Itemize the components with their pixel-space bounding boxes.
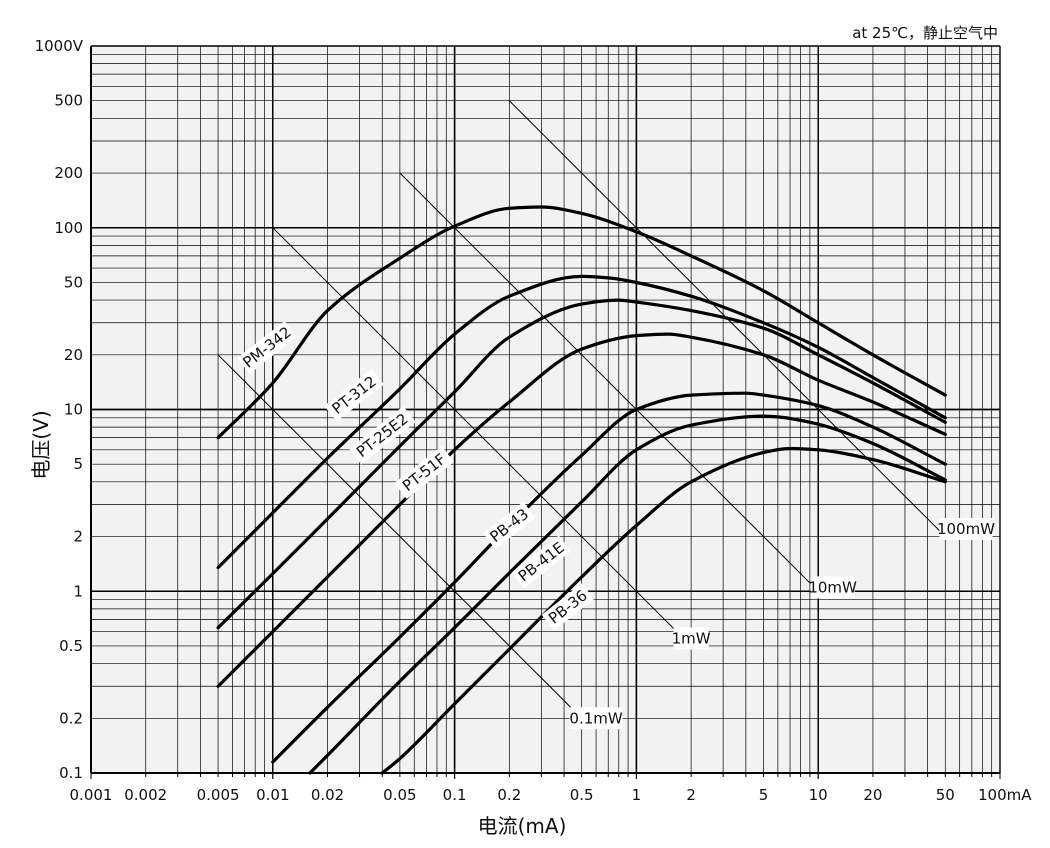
series-label-bg xyxy=(541,583,595,631)
curve-PB-43 xyxy=(271,391,947,764)
x-tick-label: 5 xyxy=(759,786,769,804)
series-label-bg xyxy=(237,320,297,374)
x-tick-label: 0.05 xyxy=(383,786,416,804)
series-label-bg xyxy=(511,535,572,589)
series-label-bg xyxy=(348,406,416,465)
power-label-bg xyxy=(939,518,993,541)
x-tick-label: 0.02 xyxy=(311,786,344,804)
x-tick-label: 2 xyxy=(686,786,696,804)
curve-PT-312 xyxy=(216,274,947,570)
x-tick-label: 0.2 xyxy=(497,786,521,804)
y-tick-label: 0.1 xyxy=(59,764,83,782)
y-tick-label: 10 xyxy=(64,401,83,419)
power-label-bg xyxy=(810,576,855,599)
power-line-1mW xyxy=(272,227,684,638)
y-tick-label: 0.5 xyxy=(59,637,83,655)
x-axis-title: 电流(mA) xyxy=(478,814,567,838)
x-tick-labels: 0.001 0.002 0.005 0.01 0.02 0.05 0.1 0.2 0.5 1 2 5 1… xyxy=(70,786,1033,804)
x-tick-label: 0.1 xyxy=(443,786,467,804)
curve-PM-342 xyxy=(216,205,947,440)
power-label-1mW: 1mW xyxy=(672,629,711,647)
curve-PT-51F xyxy=(216,332,947,688)
y-tick-label: 200 xyxy=(54,164,83,182)
x-tick-label: 1 xyxy=(632,786,642,804)
power-label-100mW: 100mW xyxy=(937,520,995,538)
axes xyxy=(90,46,1001,779)
power-label-10mW: 10mW xyxy=(808,578,857,596)
curve-PB-41E xyxy=(308,414,947,775)
y-tick-label: 100 xyxy=(54,219,83,237)
test-condition: at 25℃，静止空气中 xyxy=(852,24,998,42)
x-tick-label: 0.001 xyxy=(70,786,113,804)
y-tick-label: 50 xyxy=(64,273,83,291)
x-tick-label: 0.5 xyxy=(570,786,594,804)
y-tick-label: 2 xyxy=(73,528,83,546)
power-label-bg xyxy=(673,627,709,650)
x-tick-label: 0.002 xyxy=(124,786,167,804)
series-label-bg xyxy=(324,368,384,422)
y-axis-title: 电压(V) xyxy=(29,410,53,479)
curve-PT-25E2 xyxy=(216,298,947,630)
y-tick-label: 500 xyxy=(54,92,83,110)
y-tick-labels: 1000V 500 200 100 50 20 10 5 2 1 0.5 0.2 0.1 xyxy=(35,37,84,782)
x-tick-label: 100mA xyxy=(978,786,1032,804)
y-tick-label: 20 xyxy=(64,346,83,364)
x-tick-label: 50 xyxy=(936,786,955,804)
series-label-bg xyxy=(483,501,536,550)
power-line-0.1mW xyxy=(217,354,583,719)
series-curves xyxy=(216,205,947,775)
x-tick-label: 10 xyxy=(809,786,828,804)
y-tick-label: 1 xyxy=(73,582,83,600)
power-label-bg xyxy=(569,707,623,730)
x-tick-label: 0.005 xyxy=(197,786,240,804)
power-line-10mW xyxy=(399,172,819,592)
y-tick-label: 0.2 xyxy=(59,709,83,727)
curve-PB-36 xyxy=(380,446,947,775)
power-label-0.1mW: 0.1mW xyxy=(569,709,622,727)
x-tick-label: 20 xyxy=(863,786,882,804)
x-tick-label: 0.01 xyxy=(256,786,289,804)
y-tick-label: 5 xyxy=(73,455,83,473)
series-label-bg xyxy=(394,446,454,499)
y-tick-label: 1000V xyxy=(35,37,84,55)
